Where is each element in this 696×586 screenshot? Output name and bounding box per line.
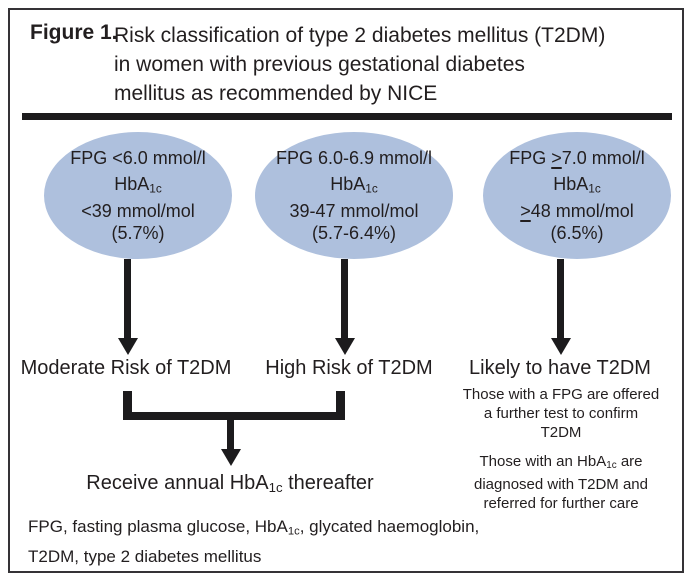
merge-action-label: Receive annual HbA1c thereafter [55, 472, 405, 495]
hba-label-low: HbA1c [114, 173, 162, 200]
node-fpg-high: FPG >7.0 mmol/l HbA1c >48 mmol/mol (6.5%… [483, 132, 671, 259]
note-hba-line-1: Those with an HbA1c are [454, 452, 668, 475]
merge-down-arrow [227, 419, 234, 450]
bracket-horizontal-bar [123, 412, 345, 420]
hba-percent-high: (6.5%) [550, 222, 604, 243]
title-divider-rule [22, 113, 672, 120]
hba-base: HbA [553, 174, 589, 195]
hba-subscript: 1c [365, 181, 378, 196]
greater-equal-symbol: > [520, 200, 531, 221]
bracket-left-stub [123, 391, 132, 420]
footnote-line-1: FPG, fasting plasma glucose, HbA1c, glyc… [28, 514, 479, 544]
note-fpg-line-2: a further test to confirm [483, 405, 639, 422]
note-hba-line-2: diagnosed with T2DM and [474, 476, 648, 494]
hba-range-intermediate: 39-47 mmol/mol [289, 200, 419, 221]
fpg-value-low: FPG <6.0 mmol/l [70, 148, 206, 169]
note-hba-base: Those with an HbA [479, 453, 607, 470]
hba-subscript: 1c [268, 479, 283, 495]
hba-base: HbA [114, 174, 150, 195]
footnote-pre: FPG, fasting plasma glucose, HbA [28, 517, 288, 536]
hba-range-high: >48 mmol/mol [520, 200, 634, 222]
likely-t2dm-notes: Those with a FPG are offered a further t… [454, 385, 668, 513]
hba-range-rest: 48 mmol/mol [530, 200, 634, 221]
greater-equal-symbol: > [551, 148, 562, 169]
down-arrow-high [557, 259, 564, 339]
fpg-prefix: FPG [509, 148, 552, 169]
figure-label: Figure 1. [30, 21, 118, 44]
hba-percent-low: (5.7%) [111, 222, 165, 243]
down-arrow-low [124, 259, 131, 339]
hba-subscript: 1c [606, 460, 617, 472]
fpg-value-high: FPG >7.0 mmol/l [509, 147, 645, 169]
hba-subscript: 1c [588, 181, 601, 196]
down-arrow-intermediate [341, 259, 348, 339]
note-hba-diagnosed: Those with an HbA1c are diagnosed with T… [454, 452, 668, 513]
bracket-right-stub [336, 391, 345, 420]
hba-label-high: HbA1c [553, 173, 601, 200]
note-fpg-line-3: T2DM [540, 424, 582, 441]
note-hba-line-3: referred for further care [483, 495, 639, 513]
node-fpg-low: FPG <6.0 mmol/l HbA1c <39 mmol/mol (5.7%… [44, 132, 232, 259]
hba-label-intermediate: HbA1c [330, 173, 378, 200]
hba-range-low: <39 mmol/mol [81, 200, 195, 221]
footnote-line-2: T2DM, type 2 diabetes mellitus [28, 547, 262, 567]
hba-percent-intermediate: (5.7-6.4%) [311, 222, 397, 243]
fpg-rest: 7.0 mmol/l [561, 148, 645, 169]
hba-subscript: 1c [149, 181, 162, 196]
outcome-moderate-risk: Moderate Risk of T2DM [20, 357, 232, 379]
merge-label-pre: Receive annual HbA [86, 472, 269, 494]
figure-title-line-2: in women with previous gestational diabe… [114, 53, 525, 76]
fpg-value-intermediate: FPG 6.0-6.9 mmol/l [275, 148, 433, 169]
hba-base: HbA [330, 174, 366, 195]
note-fpg-confirm: Those with a FPG are offered a further t… [454, 385, 668, 442]
merge-label-post: thereafter [282, 472, 374, 494]
outcome-high-risk: High Risk of T2DM [265, 357, 433, 379]
hba-subscript: 1c [287, 525, 300, 538]
note-hba-rest: are [616, 453, 643, 470]
figure-title-line-3: mellitus as recommended by NICE [114, 82, 438, 105]
figure-title: Risk classification of type 2 diabetes m… [114, 21, 605, 108]
footnote-post: , glycated haemoglobin, [299, 517, 480, 536]
outcome-likely-t2dm: Likely to have T2DM [469, 357, 651, 379]
node-fpg-intermediate: FPG 6.0-6.9 mmol/l HbA1c 39-47 mmol/mol … [255, 132, 453, 259]
note-fpg-line-1: Those with a FPG are offered [462, 386, 660, 403]
figure-title-line-1: Risk classification of type 2 diabetes m… [114, 24, 606, 47]
abbreviations-footnote: FPG, fasting plasma glucose, HbA1c, glyc… [28, 514, 479, 570]
